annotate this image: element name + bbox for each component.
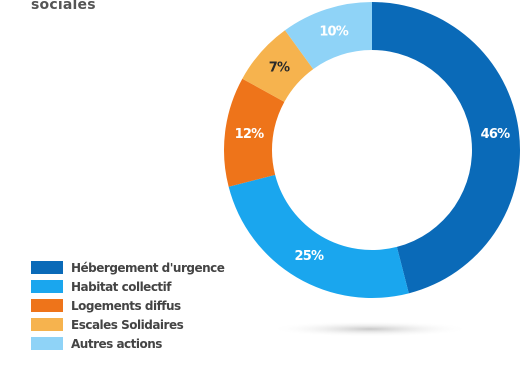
page-heading: sociales bbox=[31, 0, 96, 13]
legend-swatch bbox=[31, 261, 63, 274]
donut-slices bbox=[224, 2, 520, 298]
chart-shadow bbox=[270, 321, 470, 337]
slice-label-autres-actions: 10% bbox=[319, 25, 348, 40]
slice-label-logements-diffus: 12% bbox=[235, 127, 264, 142]
legend-item-escales-solidaires: Escales Solidaires bbox=[31, 315, 224, 334]
slice-logements-diffus bbox=[224, 78, 285, 187]
legend-label: Escales Solidaires bbox=[71, 317, 184, 332]
legend-item-logements-diffus: Logements diffus bbox=[31, 296, 224, 315]
legend-item-hebergement-d-urgence: Hébergement d'urgence bbox=[31, 258, 225, 277]
legend-label: Hébergement d'urgence bbox=[71, 260, 225, 275]
legend-label: Habitat collectif bbox=[71, 279, 172, 294]
chart-legend: Hébergement d'urgence Habitat collectif Lo… bbox=[31, 258, 225, 353]
legend-swatch bbox=[31, 318, 63, 331]
slice-label-escales-solidaires: 7% bbox=[269, 60, 290, 75]
legend-swatch bbox=[31, 280, 63, 293]
legend-item-autres-actions: Autres actions bbox=[31, 334, 224, 353]
slice-autres-actions bbox=[285, 2, 372, 70]
legend-swatch bbox=[31, 299, 63, 312]
slice-escales-solidaires bbox=[242, 30, 314, 102]
legend-label: Logements diffus bbox=[71, 298, 181, 313]
legend-label: Autres actions bbox=[71, 336, 162, 351]
slice-habitat-collectif bbox=[228, 174, 409, 298]
slice-labels: 46% 25% 12% 7% 10% bbox=[235, 25, 511, 265]
slice-hebergement-d-urgence bbox=[372, 2, 520, 294]
slice-label-hebergement-d-urgence: 46% bbox=[481, 127, 510, 142]
legend-swatch bbox=[31, 337, 63, 350]
slice-label-habitat-collectif: 25% bbox=[295, 249, 324, 264]
legend-item-habitat-collectif: Habitat collectif bbox=[31, 277, 224, 296]
